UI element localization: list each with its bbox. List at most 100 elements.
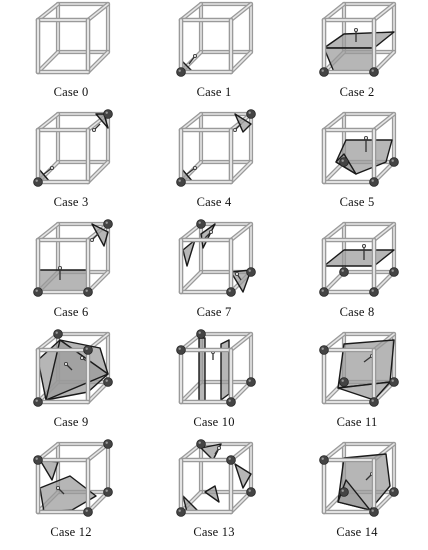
vertex-marker-highlight xyxy=(35,179,38,182)
normal-arrow-head xyxy=(235,272,240,277)
normal-arrow-head xyxy=(217,446,222,451)
active-vertex-marker xyxy=(319,345,329,355)
vertex-marker-highlight xyxy=(105,489,108,492)
cube-edge-highlight xyxy=(230,161,252,183)
isosurface-triangle xyxy=(39,459,59,481)
active-vertex-marker xyxy=(33,177,43,187)
active-vertex-marker xyxy=(369,397,379,407)
active-vertex-marker xyxy=(319,287,329,297)
vertex-marker-highlight xyxy=(391,379,394,382)
active-vertex-marker xyxy=(176,345,186,355)
isosurface-triangle xyxy=(323,31,395,49)
case-caption: Case 3 xyxy=(53,195,89,209)
vertex-marker-highlight xyxy=(341,489,344,492)
cube-diagram xyxy=(33,109,113,187)
case-panel: Case 3 xyxy=(0,109,142,220)
vertex-marker-highlight xyxy=(198,331,201,334)
case-panel: Case 1 xyxy=(143,0,285,110)
active-vertex-marker xyxy=(246,109,256,119)
case-panel: Case 8 xyxy=(286,220,428,330)
vertex-marker-highlight xyxy=(198,441,201,444)
cube-edge-highlight xyxy=(323,223,345,241)
vertex-marker-highlight xyxy=(248,489,251,492)
case-caption: Case 9 xyxy=(53,415,89,429)
vertex-marker-highlight xyxy=(371,69,374,72)
vertex-marker-highlight xyxy=(105,221,108,224)
active-vertex-marker xyxy=(196,219,206,229)
active-vertex-marker xyxy=(103,487,113,497)
normal-arrow-head xyxy=(58,266,63,271)
cube-edge-highlight xyxy=(230,51,252,73)
case-panel: Case 9 xyxy=(0,329,142,440)
cube-edge-highlight xyxy=(373,3,395,21)
case-caption: Case 12 xyxy=(50,525,92,539)
active-vertex-marker xyxy=(369,287,379,297)
cube-edge-highlight xyxy=(180,113,202,131)
vertex-marker-highlight xyxy=(321,457,324,460)
normal-arrow-head xyxy=(362,243,367,248)
cube-diagram xyxy=(319,441,399,517)
vertex-marker-highlight xyxy=(178,179,181,182)
cube-edge-highlight xyxy=(230,3,252,21)
vertex-marker-highlight xyxy=(248,111,251,114)
isosurface-triangle xyxy=(45,339,109,401)
vertex-marker-highlight xyxy=(228,457,231,460)
vertex-marker-highlight xyxy=(391,489,394,492)
cube-edge-highlight xyxy=(373,223,395,241)
active-vertex-marker xyxy=(226,397,236,407)
normal-arrow-head xyxy=(193,54,198,59)
cube-edge-highlight xyxy=(37,51,59,73)
cube-diagram xyxy=(178,219,256,297)
vertex-marker-highlight xyxy=(35,399,38,402)
active-vertex-marker xyxy=(226,455,236,465)
cube-diagram xyxy=(35,1,111,75)
cube-edge-highlight xyxy=(323,113,345,131)
normal-arrow-head xyxy=(364,135,369,140)
cube-diagram xyxy=(319,1,397,77)
vertex-marker-highlight xyxy=(105,441,108,444)
normal-arrow-head xyxy=(50,166,55,171)
cube-edge-highlight xyxy=(323,3,345,21)
active-vertex-marker xyxy=(246,267,256,277)
isosurface-triangle xyxy=(37,269,89,293)
cube-edge-highlight xyxy=(180,3,202,21)
case-panel: Case 13 xyxy=(143,439,285,550)
case-panel: Case 6 xyxy=(0,219,142,330)
case-caption: Case 0 xyxy=(53,85,89,99)
vertex-marker-highlight xyxy=(228,399,231,402)
normal-arrow-head xyxy=(90,237,95,242)
active-vertex-marker xyxy=(246,377,256,387)
active-vertex-marker xyxy=(339,267,349,277)
vertex-marker-highlight xyxy=(55,331,58,334)
isosurface-triangle xyxy=(39,475,97,513)
active-vertex-marker xyxy=(319,67,329,77)
vertex-marker-highlight xyxy=(341,159,344,162)
case-caption: Case 2 xyxy=(339,85,375,99)
case-caption: Case 7 xyxy=(196,305,232,319)
cube-diagram xyxy=(33,439,113,517)
cube-diagram xyxy=(176,109,256,187)
active-vertex-marker xyxy=(389,157,399,167)
active-vertex-marker xyxy=(83,507,93,517)
vertex-marker-highlight xyxy=(391,159,394,162)
vertex-marker-highlight xyxy=(85,347,88,350)
isosurface-triangle xyxy=(323,249,395,267)
case-panel: Case 14 xyxy=(286,440,428,550)
cube-diagram xyxy=(33,219,113,297)
case-caption: Case 1 xyxy=(196,85,232,99)
active-vertex-marker xyxy=(103,109,113,119)
active-vertex-marker xyxy=(103,377,113,387)
active-vertex-marker xyxy=(176,507,186,517)
active-vertex-marker xyxy=(319,455,329,465)
case-caption: Case 14 xyxy=(336,525,378,539)
normal-arrow-head xyxy=(209,229,214,234)
vertex-marker-highlight xyxy=(321,69,324,72)
vertex-marker-highlight xyxy=(321,347,324,350)
normal-arrow-head xyxy=(233,127,238,132)
vertex-marker-highlight xyxy=(371,289,374,292)
active-vertex-marker xyxy=(246,487,256,497)
normal-arrow-head xyxy=(354,27,359,32)
cube-diagram xyxy=(33,329,113,407)
active-vertex-marker xyxy=(196,439,206,449)
